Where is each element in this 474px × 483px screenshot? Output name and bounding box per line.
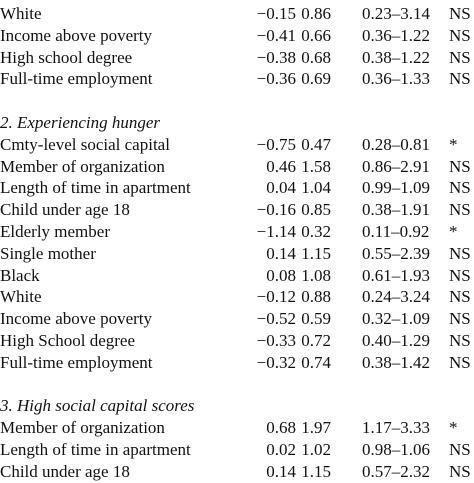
coefficient: 0.14 [266,461,296,481]
coefficient: −0.15 [256,4,296,23]
confidence-interval: 0.24–3.24 [362,287,430,307]
row-label: Full-time employment [0,352,153,372]
odds-ratio: 1.02 [301,440,331,459]
row-label: Single mother [0,243,96,263]
odds-ratio: 0.66 [301,25,331,45]
confidence-interval: 0.28–0.81 [362,134,430,154]
significance: NS [449,243,471,263]
significance: NS [449,440,471,459]
row-label: Length of time in apartment [0,178,191,198]
odds-ratio: 0.59 [301,309,331,329]
confidence-interval: 0.86–2.91 [362,156,430,176]
significance: NS [449,4,471,23]
confidence-interval: 0.61–1.93 [362,265,430,285]
significance: NS [449,287,471,307]
coefficient: −0.16 [256,200,296,220]
row-label: Full-time employment [0,69,153,89]
significance: NS [449,47,471,67]
confidence-interval: 0.38–1.42 [362,352,430,372]
confidence-interval: 0.32–1.09 [362,309,430,329]
coefficient: 0.04 [266,178,296,198]
coefficient: −0.33 [256,331,296,350]
odds-ratio: 1.15 [301,243,331,263]
confidence-interval: 0.23–3.14 [362,4,430,23]
row-label: White [0,287,42,307]
row-label: Cmty-level social capital [0,134,170,154]
significance: NS [449,69,471,89]
row-label: White [0,4,42,23]
row-label: Black [0,265,40,285]
odds-ratio: 1.97 [301,418,331,438]
confidence-interval: 0.55–2.39 [362,243,430,263]
coefficient: 0.46 [266,156,296,176]
significance: NS [449,156,471,176]
row-label: Income above poverty [0,309,152,329]
odds-ratio: 0.32 [301,222,331,241]
odds-ratio: 1.04 [301,178,331,198]
coefficient: −0.12 [256,287,296,307]
significance: NS [449,352,471,372]
confidence-interval: 0.36–1.22 [362,25,430,45]
significance: NS [449,309,471,329]
significance: NS [449,200,471,220]
row-label: Member of organization [0,418,165,438]
confidence-interval: 0.98–1.06 [362,440,430,459]
coefficient: 0.14 [266,243,296,263]
significance: NS [449,461,471,481]
coefficient: 0.08 [266,265,296,285]
coefficient: −0.32 [256,352,296,372]
odds-ratio: 0.86 [301,4,331,23]
odds-ratio: 0.72 [301,331,331,350]
confidence-interval: 0.36–1.33 [362,69,430,89]
confidence-interval: 0.40–1.29 [362,331,430,350]
odds-ratio: 0.47 [301,134,331,154]
significance: * [449,418,458,438]
coefficient: 0.68 [266,418,296,438]
confidence-interval: 1.17–3.33 [362,418,430,438]
significance: NS [449,331,471,350]
odds-ratio: 0.69 [301,69,331,89]
row-label: Member of organization [0,156,165,176]
coefficient: −1.14 [256,222,296,241]
significance: NS [449,265,471,285]
row-label: Income above poverty [0,25,152,45]
significance: * [449,134,458,154]
odds-ratio: 1.08 [301,265,331,285]
odds-ratio: 1.15 [301,461,331,481]
coefficient: −0.52 [256,309,296,329]
section-title: 2. Experiencing hunger [0,113,161,132]
odds-ratio: 0.85 [301,200,331,220]
confidence-interval: 0.38–1.22 [362,47,430,67]
odds-ratio: 1.58 [301,156,331,176]
row-label: High school degree [0,47,133,67]
row-label: Child under age 18 [0,200,130,220]
significance: NS [449,25,471,45]
significance: * [449,222,458,241]
odds-ratio: 0.88 [301,287,331,307]
confidence-interval: 0.57–2.32 [362,461,430,481]
row-label: Child under age 18 [0,461,130,481]
coefficient: −0.41 [256,25,296,45]
significance: NS [449,178,471,198]
confidence-interval: 0.99–1.09 [362,178,430,198]
confidence-interval: 0.11–0.92 [362,222,430,241]
coefficient: −0.36 [256,69,296,89]
confidence-interval: 0.38–1.91 [362,200,430,220]
odds-ratio: 0.68 [301,47,331,67]
coefficient: −0.38 [256,47,296,67]
row-label: Elderly member [0,222,110,241]
row-label: Length of time in apartment [0,440,191,459]
row-label: High School degree [0,331,136,350]
odds-ratio: 0.74 [301,352,331,372]
coefficient: −0.75 [256,134,296,154]
coefficient: 0.02 [266,440,296,459]
section-title: 3. High social capital scores [0,396,195,416]
